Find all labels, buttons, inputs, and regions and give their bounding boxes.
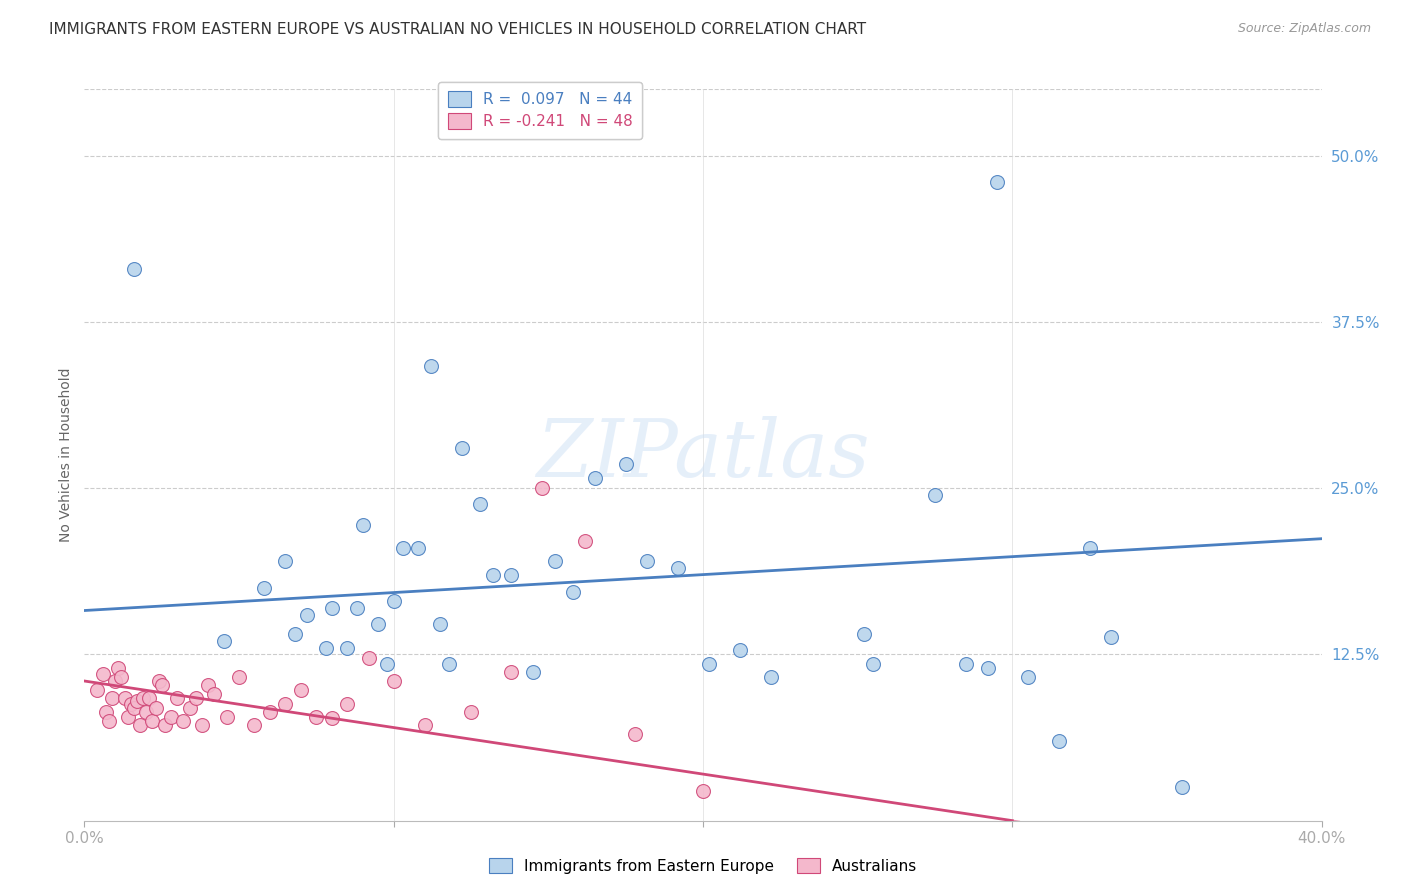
Point — [114, 691, 136, 706]
Point — [862, 657, 884, 671]
Point — [122, 700, 145, 714]
Point — [728, 643, 751, 657]
Point — [122, 261, 145, 276]
Point — [583, 470, 606, 484]
Point — [413, 718, 436, 732]
Point — [125, 694, 148, 708]
Point — [692, 784, 714, 798]
Point — [295, 607, 318, 622]
Point — [346, 600, 368, 615]
Point — [450, 442, 472, 456]
Point — [150, 678, 173, 692]
Point — [101, 691, 124, 706]
Y-axis label: No Vehicles in Household: No Vehicles in Household — [59, 368, 73, 542]
Point — [172, 714, 194, 728]
Point — [531, 481, 554, 495]
Point — [501, 665, 523, 679]
Point — [160, 710, 183, 724]
Point — [429, 616, 451, 631]
Point — [574, 534, 596, 549]
Point — [336, 640, 359, 655]
Point — [129, 718, 152, 732]
Point — [408, 541, 430, 555]
Point — [460, 705, 482, 719]
Text: IMMIGRANTS FROM EASTERN EUROPE VS AUSTRALIAN NO VEHICLES IN HOUSEHOLD CORRELATIO: IMMIGRANTS FROM EASTERN EUROPE VS AUSTRA… — [49, 22, 866, 37]
Point — [110, 670, 132, 684]
Point — [470, 497, 492, 511]
Point — [1078, 541, 1101, 555]
Point — [352, 518, 374, 533]
Text: ZIPatlas: ZIPatlas — [536, 417, 870, 493]
Point — [132, 691, 155, 706]
Point — [148, 673, 170, 688]
Point — [614, 457, 637, 471]
Point — [184, 691, 207, 706]
Point — [166, 691, 188, 706]
Point — [481, 567, 503, 582]
Point — [1047, 734, 1070, 748]
Point — [439, 657, 461, 671]
Point — [145, 700, 167, 714]
Point — [253, 581, 276, 595]
Point — [336, 697, 359, 711]
Point — [697, 657, 720, 671]
Point — [852, 627, 875, 641]
Point — [202, 687, 225, 701]
Point — [91, 667, 114, 681]
Point — [104, 673, 127, 688]
Point — [228, 670, 250, 684]
Point — [924, 488, 946, 502]
Point — [419, 359, 441, 373]
Point — [305, 710, 328, 724]
Legend: Immigrants from Eastern Europe, Australians: Immigrants from Eastern Europe, Australi… — [482, 852, 924, 880]
Point — [191, 718, 214, 732]
Point — [1171, 780, 1194, 795]
Point — [107, 661, 129, 675]
Point — [315, 640, 337, 655]
Point — [382, 594, 405, 608]
Point — [357, 651, 380, 665]
Point — [955, 657, 977, 671]
Point — [759, 670, 782, 684]
Point — [522, 665, 544, 679]
Point — [321, 711, 343, 725]
Point — [562, 585, 585, 599]
Point — [141, 714, 163, 728]
Point — [636, 554, 658, 568]
Point — [243, 718, 266, 732]
Text: Source: ZipAtlas.com: Source: ZipAtlas.com — [1237, 22, 1371, 36]
Point — [290, 683, 312, 698]
Point — [1099, 630, 1122, 644]
Point — [259, 705, 281, 719]
Point — [624, 727, 647, 741]
Point — [392, 541, 415, 555]
Point — [377, 657, 399, 671]
Point — [501, 567, 523, 582]
Point — [976, 661, 998, 675]
Point — [274, 554, 297, 568]
Point — [382, 673, 405, 688]
Point — [212, 634, 235, 648]
Point — [94, 705, 117, 719]
Point — [321, 600, 343, 615]
Point — [86, 683, 108, 698]
Point — [215, 710, 238, 724]
Point — [98, 714, 121, 728]
Point — [367, 616, 389, 631]
Point — [153, 718, 176, 732]
Point — [274, 697, 297, 711]
Point — [666, 561, 689, 575]
Point — [197, 678, 219, 692]
Point — [986, 175, 1008, 189]
Legend: R =  0.097   N = 44, R = -0.241   N = 48: R = 0.097 N = 44, R = -0.241 N = 48 — [439, 82, 641, 138]
Point — [179, 700, 201, 714]
Point — [117, 710, 139, 724]
Point — [138, 691, 160, 706]
Point — [543, 554, 565, 568]
Point — [1017, 670, 1039, 684]
Point — [120, 697, 142, 711]
Point — [284, 627, 307, 641]
Point — [135, 705, 157, 719]
